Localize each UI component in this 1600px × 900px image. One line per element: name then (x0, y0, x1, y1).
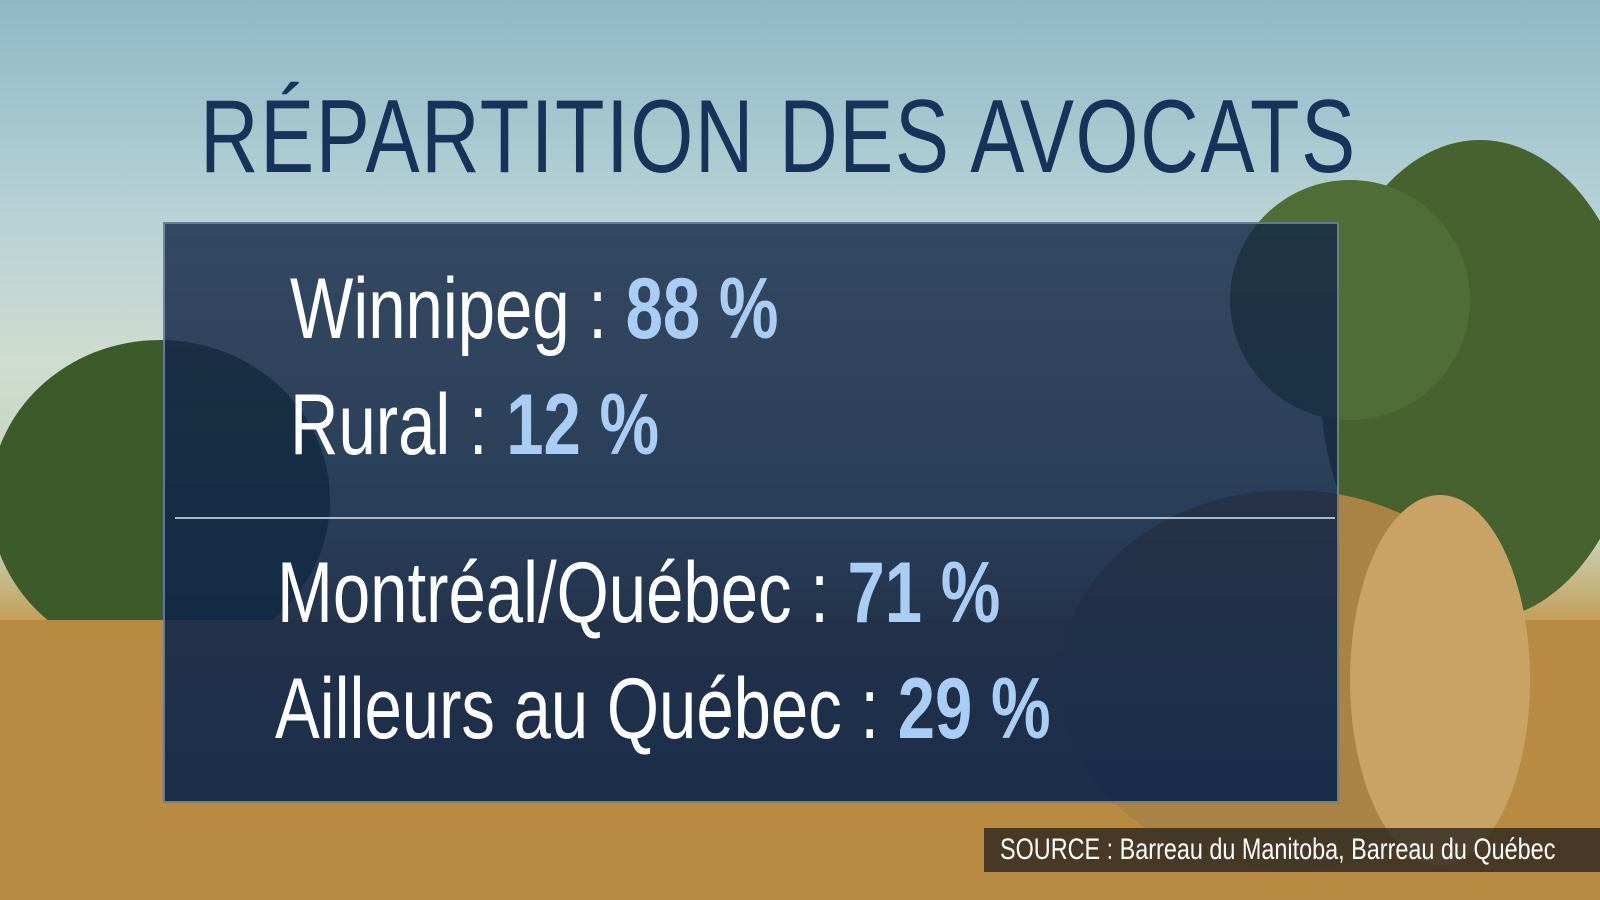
title: RÉPARTITION DES AVOCATS (200, 79, 1357, 195)
hay-bale-side (1350, 495, 1530, 865)
stat-label: Montréal/Québec : (277, 545, 829, 641)
stat-value: 12 % (506, 377, 660, 473)
spacer (607, 261, 626, 357)
stat-value: 88 % (625, 261, 779, 357)
panel (163, 222, 1339, 803)
stat-label: Rural : (290, 377, 488, 473)
divider (175, 517, 1335, 519)
stat-row: Ailleurs au Québec : 29 % (275, 660, 1051, 759)
stat-row: Montréal/Québec : 71 % (277, 544, 1000, 643)
stat-value: 29 % (897, 661, 1051, 757)
spacer (488, 377, 507, 473)
stat-value: 71 % (847, 545, 1001, 641)
source: SOURCE : Barreau du Manitoba, Barreau du… (1000, 833, 1556, 866)
stat-row: Rural : 12 % (290, 376, 659, 475)
spacer (879, 661, 898, 757)
source-box (984, 828, 1600, 872)
spacer (829, 545, 848, 641)
stat-label: Winnipeg : (290, 261, 607, 357)
stat-row: Winnipeg : 88 % (290, 260, 778, 359)
stat-label: Ailleurs au Québec : (275, 661, 880, 757)
